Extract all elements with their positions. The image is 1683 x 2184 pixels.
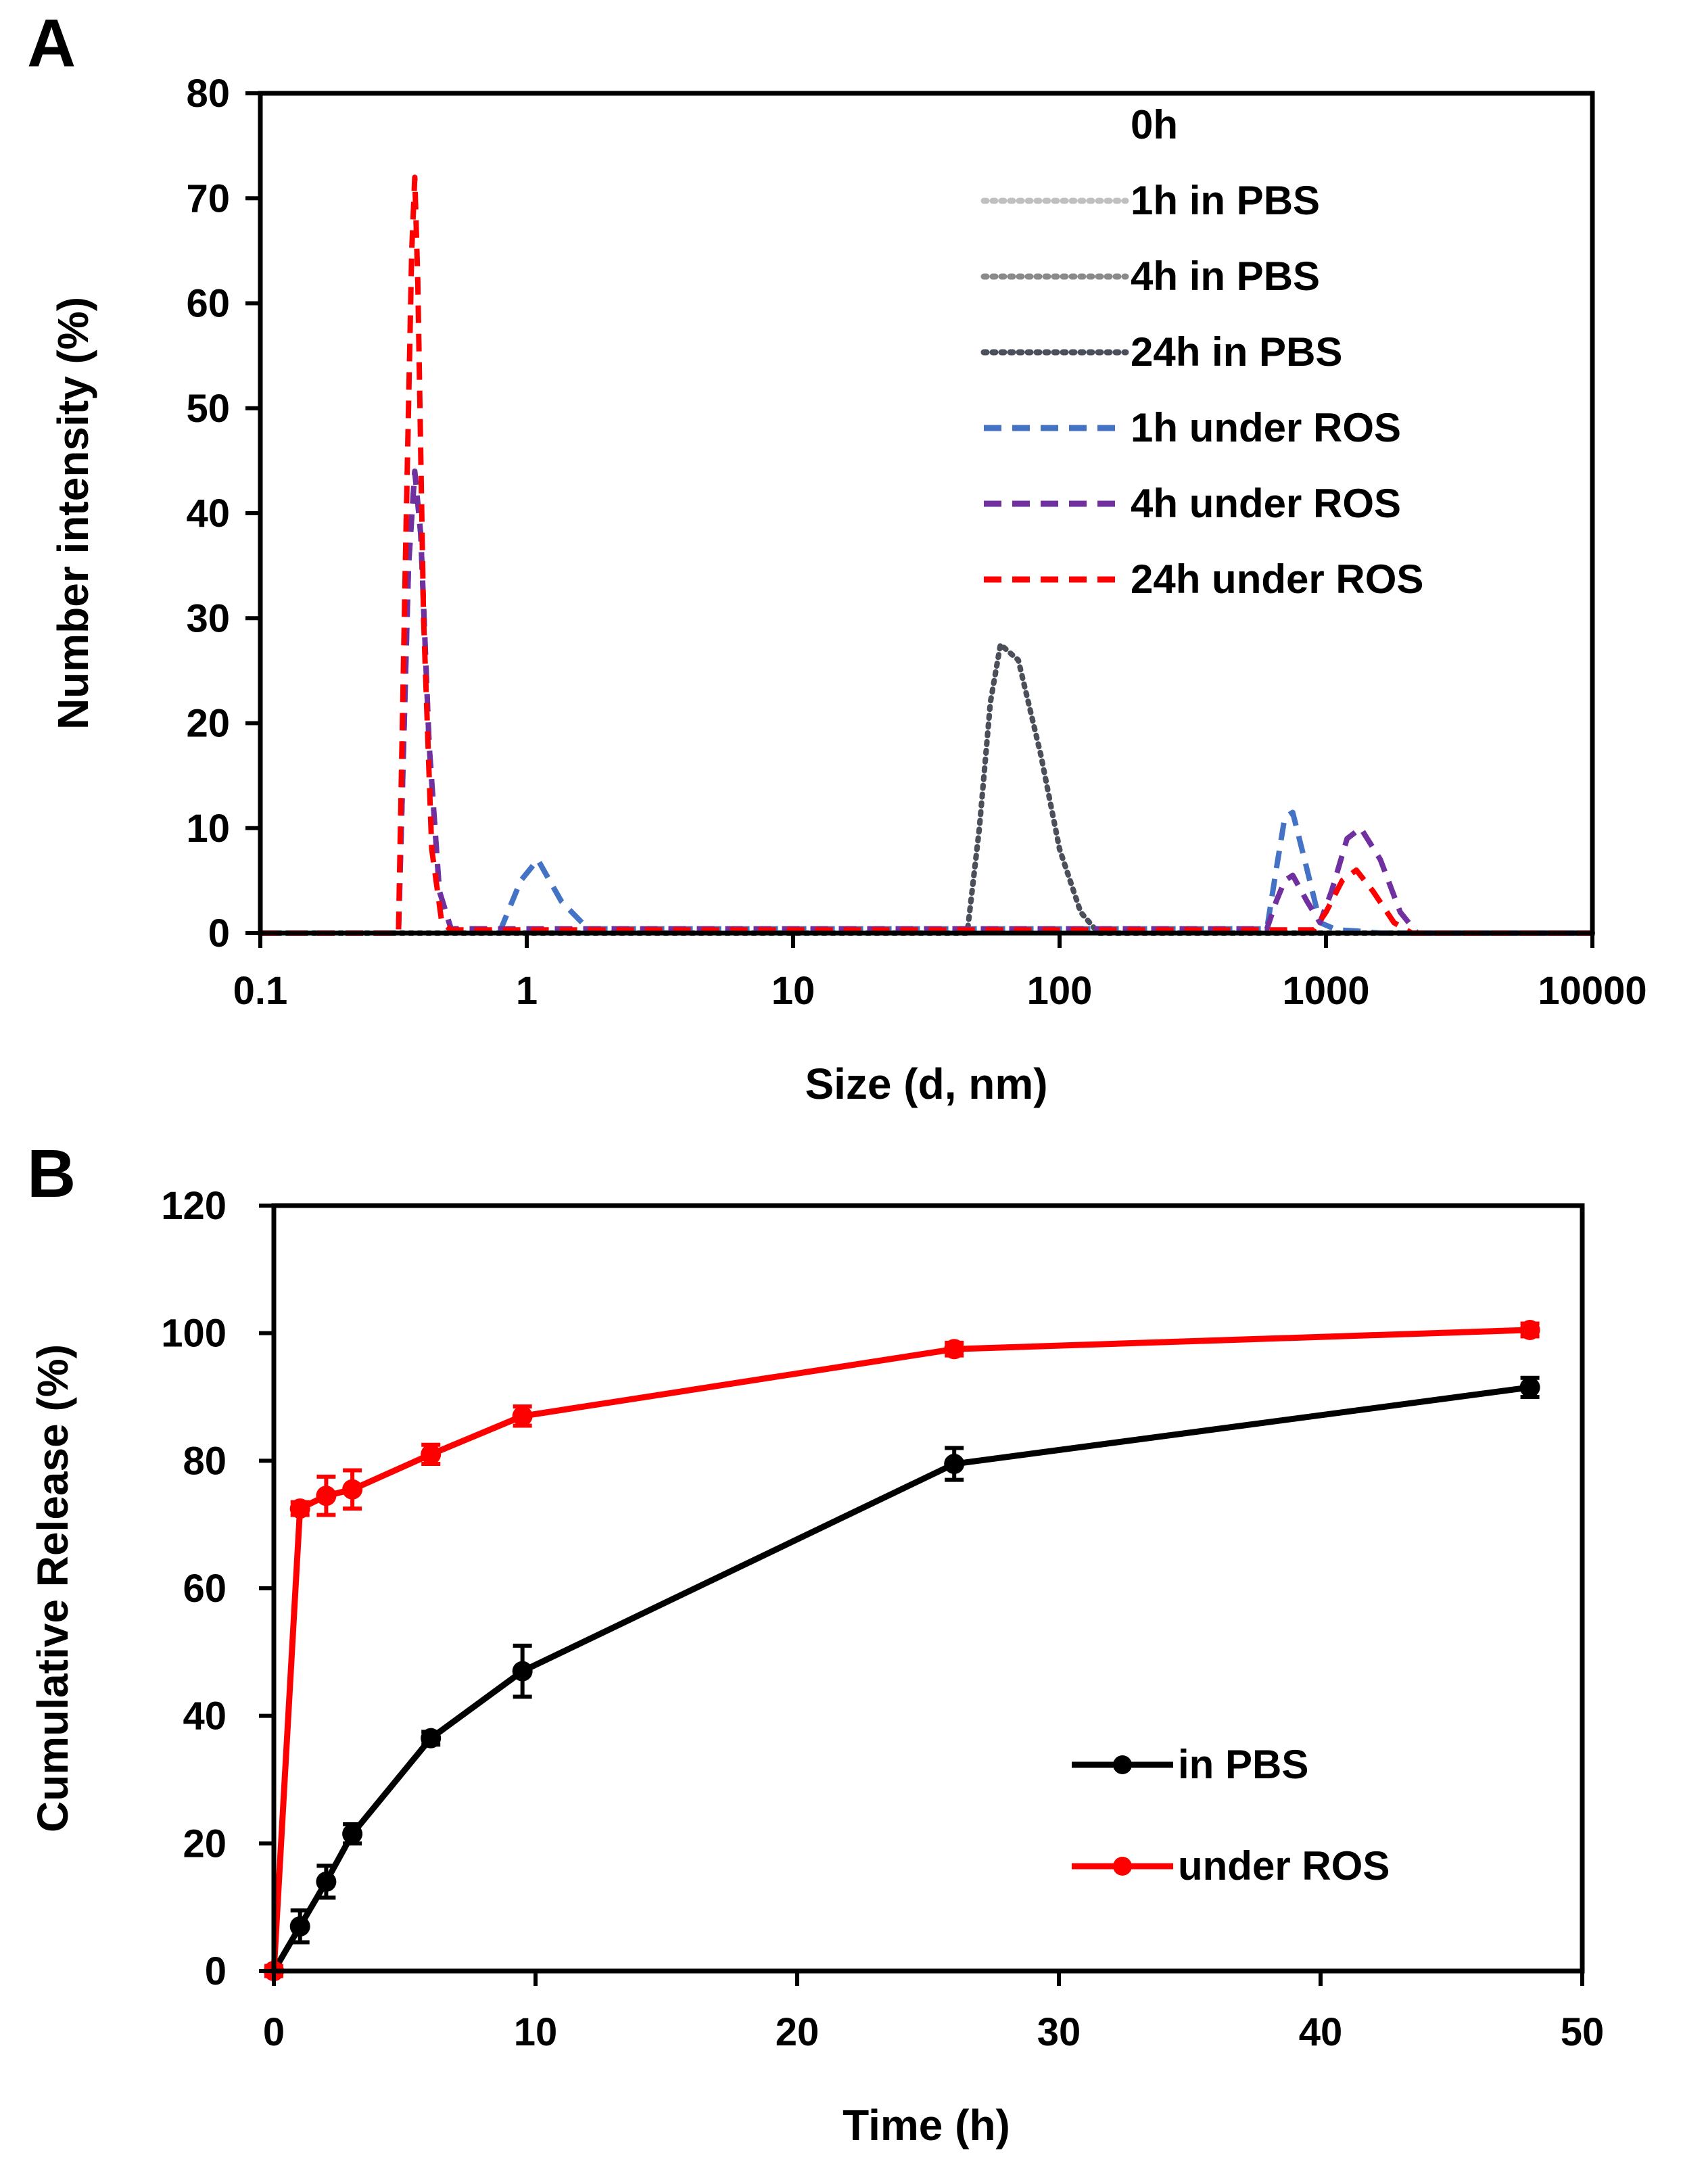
data-point-b	[1519, 1377, 1540, 1398]
data-point-b	[289, 1498, 310, 1519]
legend-label-b: under ROS	[1178, 1843, 1390, 1889]
data-point-b	[289, 1916, 310, 1937]
legend-label-b: in PBS	[1178, 1742, 1308, 1787]
x-tick-label-a: 1	[516, 969, 538, 1013]
data-point-b	[1519, 1319, 1540, 1340]
y-tick-label-b: 0	[205, 1949, 227, 1993]
x-tick-label-a: 10000	[1538, 969, 1646, 1013]
axis-ticks-b: 0 10 20 30 40 50 0 20 40 60 80 100 120	[161, 1184, 1604, 2054]
legend-label-a: 4h under ROS	[1131, 481, 1401, 526]
y-tick-label-a: 80	[186, 72, 230, 116]
x-tick-label-a: 100	[1027, 969, 1093, 1013]
y-tick-label-b: 60	[183, 1567, 227, 1611]
x-tick-label-a: 10	[772, 969, 815, 1013]
data-point-b	[316, 1486, 337, 1506]
legend-label-a: 1h under ROS	[1131, 405, 1401, 450]
x-tick-label-a: 1000	[1282, 969, 1369, 1013]
data-point-b	[512, 1406, 533, 1427]
data-point-b	[421, 1728, 442, 1749]
y-tick-label-a: 40	[186, 492, 230, 536]
data-point-b	[316, 1871, 337, 1892]
series-line-a-5	[260, 468, 1592, 936]
panel-label-b: B	[27, 1136, 76, 1212]
x-tick-label-b: 20	[776, 2010, 820, 2054]
data-point-b	[944, 1339, 965, 1360]
y-tick-label-b: 100	[161, 1312, 227, 1356]
x-axis-label-b: Time (h)	[843, 2101, 1010, 2150]
legend-marker-b	[1113, 1755, 1132, 1774]
x-tick-label-b: 30	[1037, 2010, 1081, 2054]
series-line-a-4	[260, 468, 1592, 936]
x-tick-label-b: 10	[514, 2010, 558, 2054]
series-lines-b	[264, 1319, 1540, 1981]
y-tick-label-b: 20	[183, 1822, 227, 1866]
data-point-b	[342, 1824, 363, 1845]
y-axis-label-a: Number intensity (%)	[49, 297, 97, 730]
y-tick-label-a: 50	[186, 387, 230, 431]
legend-a: 0h 1h in PBS 4h in PBS 24h in PBS 1h under R…	[980, 102, 1423, 602]
y-tick-label-a: 30	[186, 596, 230, 640]
x-tick-label-a: 0.1	[233, 969, 288, 1013]
legend-label-a: 24h in PBS	[1131, 329, 1342, 375]
legend-marker-b	[1113, 1857, 1132, 1876]
y-tick-label-b: 80	[183, 1439, 227, 1483]
x-tick-label-b: 40	[1299, 2010, 1343, 2054]
y-tick-label-a: 10	[186, 807, 230, 851]
y-tick-label-a: 0	[208, 911, 230, 955]
y-tick-label-b: 120	[161, 1184, 227, 1228]
data-point-b	[944, 1454, 965, 1475]
x-axis-label-a: Size (d, nm)	[805, 1060, 1047, 1108]
x-tick-label-b: 0	[263, 2010, 285, 2054]
y-tick-label-b: 40	[183, 1694, 227, 1738]
data-point-b	[512, 1661, 533, 1682]
legend-label-a: 1h in PBS	[1131, 178, 1320, 223]
legend-label-a: 0h	[1131, 102, 1178, 147]
y-tick-label-a: 20	[186, 702, 230, 746]
series-line-a-6	[260, 174, 1592, 936]
y-axis-label-b: Cumulative Release (%)	[28, 1344, 77, 1832]
axis-ticks-a: 0.1 1 10 100 1000 10000 0 10 20 30 40 50 60 70 80	[186, 72, 1646, 1013]
data-point-b	[342, 1479, 363, 1500]
y-tick-label-a: 60	[186, 282, 230, 326]
panel-label-a: A	[27, 5, 76, 81]
data-point-b	[421, 1444, 442, 1465]
series-lines-a	[258, 174, 1595, 936]
chart-a: A 0.1 1 10 100 1000 10000 0 10 20 30 40 50 60 70 80 Si…	[27, 5, 1647, 1108]
y-tick-label-a: 70	[186, 176, 230, 220]
chart-b: B 0 10 20 30 40 50 0 20 40 60 80 100 120 Time (h) Cu…	[27, 1136, 1604, 2150]
legend-b: in PBS under ROS	[1072, 1742, 1390, 1889]
series-line-a-3	[258, 642, 1595, 936]
legend-label-a: 4h in PBS	[1131, 254, 1320, 299]
legend-label-a: 24h under ROS	[1131, 556, 1423, 602]
x-tick-label-b: 50	[1561, 2010, 1605, 2054]
